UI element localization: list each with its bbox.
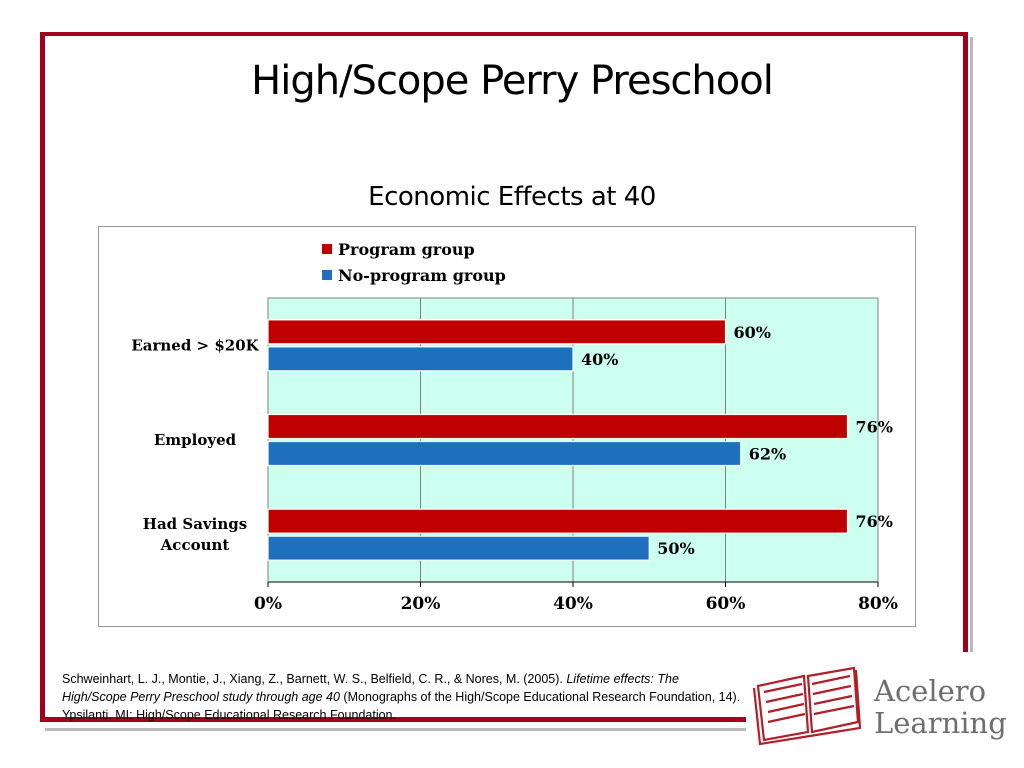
slide-title: High/Scope Perry Preschool bbox=[251, 58, 774, 104]
data-label: 76% bbox=[856, 418, 893, 437]
citation-title: Lifetime effects: The High/Scope Perry P… bbox=[62, 672, 679, 704]
data-label: 62% bbox=[749, 445, 786, 464]
legend-label-no-program: No-program group bbox=[338, 265, 506, 285]
bar-program bbox=[267, 413, 849, 440]
acelero-logo: Acelero Learning bbox=[746, 652, 1007, 752]
x-tick-label: 80% bbox=[858, 594, 898, 614]
x-tick-label: 40% bbox=[553, 594, 593, 614]
frame-shadow-right bbox=[970, 37, 973, 729]
bar-program bbox=[267, 508, 849, 534]
x-tick-label: 60% bbox=[706, 594, 746, 614]
x-tick-label: 20% bbox=[401, 594, 441, 614]
citation-part1: Schweinhart, L. J., Montie, J., Xiang, Z… bbox=[62, 672, 567, 686]
bar-no-program bbox=[267, 535, 650, 561]
legend-swatch-no-program bbox=[322, 270, 332, 280]
legend-label-program: Program group bbox=[338, 239, 475, 259]
legend-item-no-program: No-program group bbox=[322, 262, 506, 288]
data-label: 40% bbox=[581, 350, 618, 369]
legend-swatch-program bbox=[322, 244, 332, 254]
logo-text-line2: Learning bbox=[874, 706, 1007, 740]
bar-no-program bbox=[267, 440, 742, 467]
legend-item-program: Program group bbox=[322, 236, 506, 262]
category-label: Account bbox=[160, 536, 230, 554]
x-tick-label: 0% bbox=[254, 594, 282, 614]
bar-no-program bbox=[267, 346, 574, 372]
citation: Schweinhart, L. J., Montie, J., Xiang, Z… bbox=[62, 670, 742, 724]
citation-part2: (Monographs of the High/Scope Educationa… bbox=[62, 690, 741, 722]
book-icon bbox=[752, 666, 862, 746]
category-label: Employed bbox=[154, 431, 237, 449]
data-label: 50% bbox=[657, 539, 694, 558]
logo-text-line1: Acelero bbox=[874, 674, 987, 708]
data-label: 76% bbox=[856, 512, 893, 531]
slide-subtitle: Economic Effects at 40 bbox=[368, 182, 656, 212]
chart-legend: Program group No-program group bbox=[322, 236, 506, 288]
slide-frame bbox=[40, 32, 968, 722]
category-label: Earned > $20K bbox=[131, 336, 259, 354]
bar-program bbox=[267, 319, 727, 345]
frame-shadow bbox=[45, 728, 972, 731]
category-label: Had Savings bbox=[143, 515, 247, 533]
data-label: 60% bbox=[734, 323, 771, 342]
